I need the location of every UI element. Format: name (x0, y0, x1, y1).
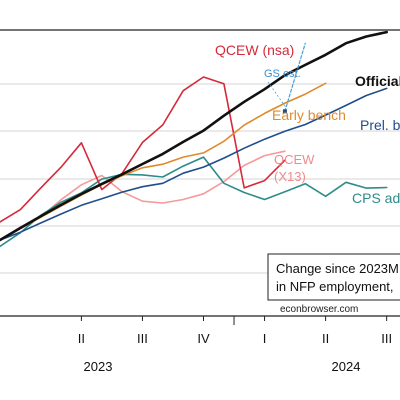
series-label-prel-b: Prel. b (360, 117, 400, 133)
series-line-qcew-nsa (0, 76, 286, 223)
note-line-2: in NFP employment, (276, 279, 394, 294)
series-line-gs-est-dashed (284, 42, 306, 112)
series-label-qcew-nsa: QCEW (nsa) (215, 42, 294, 58)
x-tick-label-4: I (263, 331, 267, 346)
series-label-x13: (X13) (274, 169, 306, 184)
series-lines (0, 30, 388, 248)
x-tick-label-2: III (137, 331, 148, 346)
series-label-cps-adj: CPS adj (352, 190, 400, 206)
x-year-label-2023: 2023 (84, 359, 113, 374)
source-credit: econbrowser.com (280, 304, 358, 315)
x-tick-label-6: III (381, 331, 392, 346)
point-gs-est (282, 109, 287, 114)
legend-box: Change since 2023M in NFP employment, econ… (267, 253, 400, 315)
series-label-official: Official (355, 73, 400, 89)
series-label-qcew: QCEW (274, 152, 315, 167)
note-box (267, 253, 400, 301)
annotations: QCEW (nsa) GS est. Official Early bench Prel… (215, 42, 400, 206)
series-line-official (0, 30, 388, 242)
x-year-label-2024: 2024 (332, 359, 361, 374)
x-tick-label-3: IV (197, 331, 210, 346)
x-tick-label-1: II (78, 331, 85, 346)
gridlines (0, 83, 400, 274)
x-tick-label-5: II (322, 331, 329, 346)
series-points (282, 109, 287, 114)
series-label-early-bench: Early bench (272, 107, 346, 123)
series-line-prel-b (0, 87, 388, 241)
series-line-cps-adj (0, 156, 388, 248)
gs-est-leader-line (267, 81, 287, 108)
note-line-1: Change since 2023M (276, 261, 399, 276)
plot-frame (0, 29, 400, 317)
series-label-gs-est: GS est. (264, 68, 301, 80)
